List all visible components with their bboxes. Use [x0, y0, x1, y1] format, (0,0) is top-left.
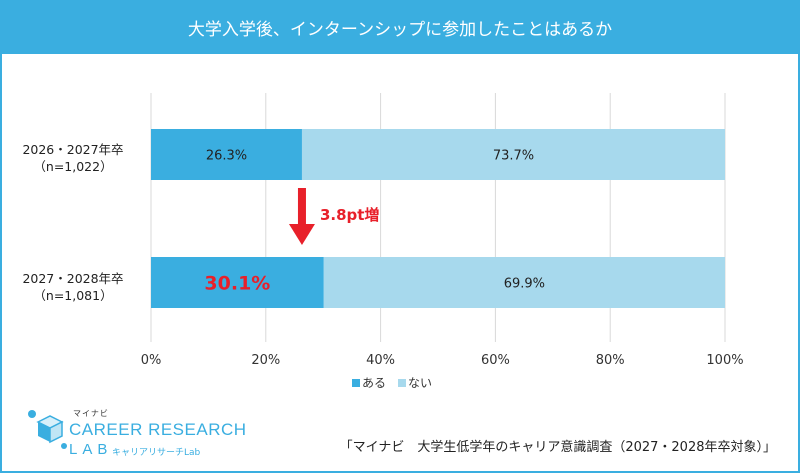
logo-brand-text: マイナビ: [73, 409, 109, 418]
bar-0-1: [301, 129, 725, 180]
x-tick-label-5: 100%: [706, 353, 743, 368]
data-label-0-0: 26.3%: [206, 149, 247, 164]
source-note: 「マイナビ 大学生低学年のキャリア意識調査（2027・2028年卒対象）」: [339, 440, 776, 455]
legend-swatch-1: [398, 379, 406, 387]
bar-1-1: [323, 257, 725, 308]
legend-label-0: ある: [362, 376, 386, 390]
category-label-1-line1: 2027・2028年卒: [22, 271, 124, 286]
annotation-text: 3.8pt増: [320, 206, 379, 224]
legend-swatch-0: [352, 379, 360, 387]
logo-lab-text: LAB: [69, 441, 113, 458]
legend-label-1: ない: [408, 376, 432, 390]
logo-sub-text: キャリアリサーチLab: [112, 448, 201, 458]
data-label-0-1: 73.7%: [493, 149, 534, 164]
annotation-arrow-shaft: [297, 188, 306, 226]
x-tick-label-1: 20%: [251, 353, 280, 368]
bar-0-0: [151, 129, 302, 180]
x-tick-label-4: 80%: [596, 353, 625, 368]
data-label-1-0: 30.1%: [204, 273, 270, 295]
career-research-lab-logo: [24, 406, 224, 461]
data-label-1-1: 69.9%: [504, 277, 545, 292]
bar-1-0: [151, 257, 324, 308]
category-label-1: 2027・2028年卒 （n=1,081）: [8, 270, 138, 304]
lab-cube-icon: [28, 410, 67, 449]
category-label-1-line2: （n=1,081）: [33, 288, 113, 303]
chart-title-banner: 大学入学後、インターンシップに参加したことはあるか: [0, 0, 800, 54]
category-label-0-line1: 2026・2027年卒: [22, 142, 124, 157]
x-tick-label-0: 0%: [141, 353, 162, 368]
x-tick-label-3: 60%: [481, 353, 510, 368]
annotation-arrow-head: [288, 224, 315, 245]
x-tick-label-2: 40%: [366, 353, 395, 368]
logo-main-text: CAREER RESEARCH: [69, 420, 247, 439]
chart-title: 大学入学後、インターンシップに参加したことはあるか: [187, 19, 613, 40]
category-label-0-line2: （n=1,022）: [33, 159, 113, 174]
category-label-0: 2026・2027年卒 （n=1,022）: [8, 141, 138, 175]
